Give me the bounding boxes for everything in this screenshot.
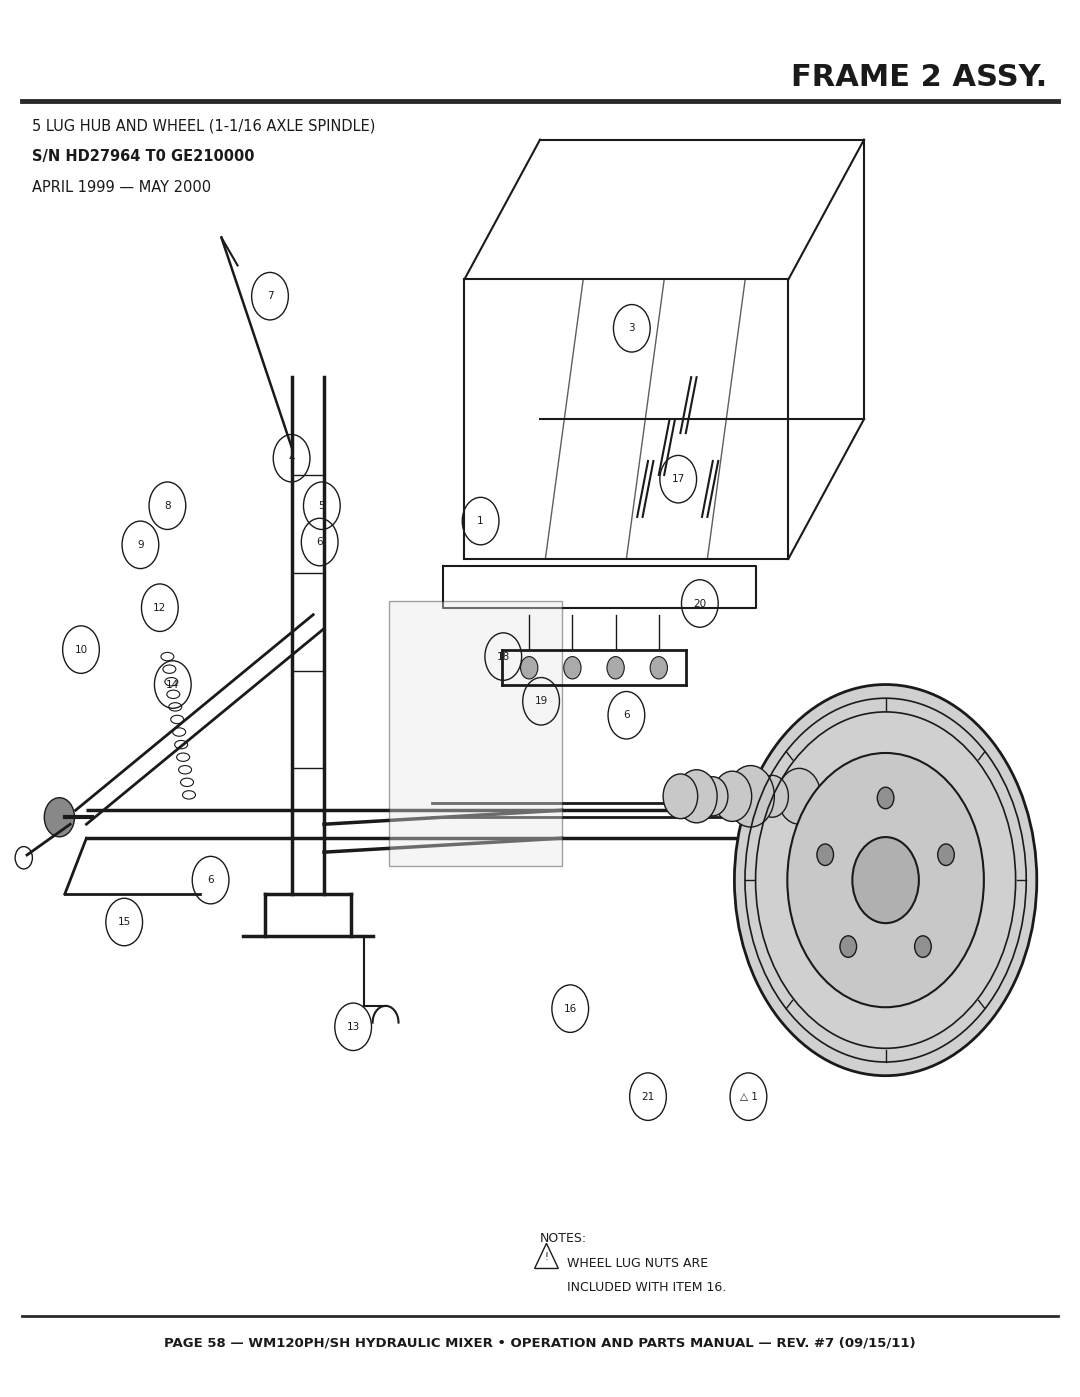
Circle shape <box>756 775 788 817</box>
Text: 6: 6 <box>316 536 323 548</box>
Text: 12: 12 <box>153 602 166 613</box>
Circle shape <box>676 770 717 823</box>
Text: 8: 8 <box>164 500 171 511</box>
Circle shape <box>937 844 955 866</box>
Text: WHEEL LUG NUTS ARE: WHEEL LUG NUTS ARE <box>567 1257 708 1270</box>
Text: 14: 14 <box>166 679 179 690</box>
Circle shape <box>713 771 752 821</box>
Text: INCLUDED WITH ITEM 16.: INCLUDED WITH ITEM 16. <box>567 1281 726 1294</box>
Circle shape <box>650 657 667 679</box>
Circle shape <box>734 685 1037 1076</box>
Text: NOTES:: NOTES: <box>540 1232 588 1245</box>
Text: APRIL 1999 — MAY 2000: APRIL 1999 — MAY 2000 <box>32 180 212 196</box>
Circle shape <box>727 766 774 827</box>
Circle shape <box>778 768 821 824</box>
Text: 19: 19 <box>535 696 548 707</box>
Text: !: ! <box>544 1252 549 1263</box>
Text: PAGE 58 — WM120PH/SH HYDRAULIC MIXER • OPERATION AND PARTS MANUAL — REV. #7 (09/: PAGE 58 — WM120PH/SH HYDRAULIC MIXER • O… <box>164 1337 916 1350</box>
Circle shape <box>852 837 919 923</box>
Circle shape <box>44 798 75 837</box>
Circle shape <box>877 788 894 809</box>
Circle shape <box>787 753 984 1007</box>
Text: 17: 17 <box>672 474 685 485</box>
Circle shape <box>607 657 624 679</box>
Text: 7: 7 <box>267 291 273 302</box>
Text: S/N HD27964 T0 GE210000: S/N HD27964 T0 GE210000 <box>32 149 255 165</box>
Circle shape <box>663 774 698 819</box>
Text: 10: 10 <box>75 644 87 655</box>
Text: 20: 20 <box>693 598 706 609</box>
Text: 6: 6 <box>207 875 214 886</box>
Text: FRAME 2 ASSY.: FRAME 2 ASSY. <box>792 63 1048 92</box>
Text: 13: 13 <box>347 1021 360 1032</box>
Text: 9: 9 <box>137 539 144 550</box>
Text: 15: 15 <box>118 916 131 928</box>
Circle shape <box>915 936 931 957</box>
Text: △ 1: △ 1 <box>740 1091 757 1102</box>
Text: 6: 6 <box>623 710 630 721</box>
Text: 3: 3 <box>629 323 635 334</box>
Circle shape <box>840 936 856 957</box>
Text: 5: 5 <box>319 500 325 511</box>
Text: 4: 4 <box>288 453 295 464</box>
Text: 5 LUG HUB AND WHEEL (1-1/16 AXLE SPINDLE): 5 LUG HUB AND WHEEL (1-1/16 AXLE SPINDLE… <box>32 119 376 134</box>
Text: 16: 16 <box>564 1003 577 1014</box>
Circle shape <box>816 844 834 866</box>
Polygon shape <box>389 601 562 866</box>
Text: 18: 18 <box>497 651 510 662</box>
Text: 1: 1 <box>477 515 484 527</box>
Circle shape <box>698 777 728 816</box>
Circle shape <box>521 657 538 679</box>
Circle shape <box>564 657 581 679</box>
Text: 21: 21 <box>642 1091 654 1102</box>
